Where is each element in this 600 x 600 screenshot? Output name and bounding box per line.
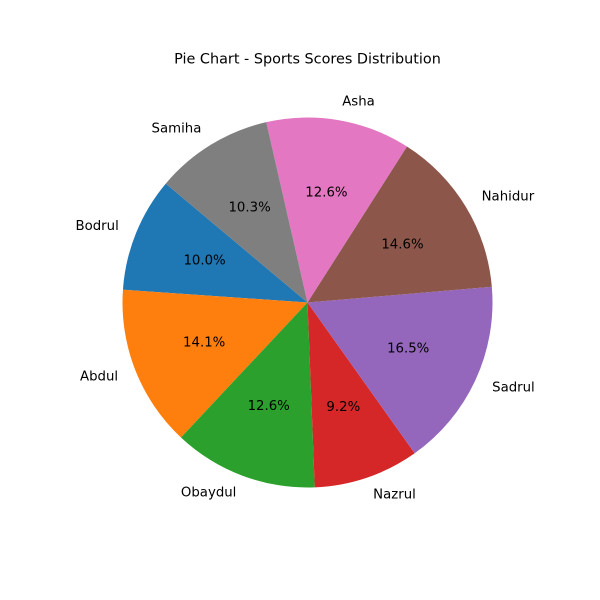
pie-slice-label: Nahidur	[482, 190, 535, 205]
pie-percent-label: 9.2%	[326, 400, 360, 415]
pie-slice-samiha	[165, 122, 308, 303]
pie-slice-sadrul	[307, 286, 493, 454]
pie-slice-label: Obaydul	[181, 486, 237, 501]
pie-percent-label: 12.6%	[248, 399, 290, 414]
pie-slice-label: Samiha	[152, 121, 202, 136]
pie-slice-label: Nazrul	[373, 488, 416, 503]
pie-labels: 10.0% Bodrul 14.1% Abdul 12.6% Obaydul 9.2% Naz…	[75, 94, 534, 502]
chart-title: Pie Chart - Sports Scores Distribution	[174, 52, 441, 68]
pie-slice-nahidur	[307, 146, 492, 303]
pie-percent-label: 14.6%	[381, 238, 423, 253]
pie-slice-asha	[266, 117, 407, 303]
pie-percent-label: 12.6%	[305, 186, 347, 201]
pie-slice-label: Bodrul	[75, 219, 118, 234]
pie-percent-label: 10.0%	[183, 253, 225, 268]
pie-slice-label: Abdul	[80, 369, 118, 384]
pie-slice-bodrul	[122, 183, 308, 303]
pie-slice-nazrul	[307, 302, 415, 488]
pie-slice-abdul	[122, 289, 308, 438]
pie-percent-label: 16.5%	[387, 342, 429, 357]
pie-slice-obaydul	[180, 302, 315, 488]
pie-slices	[122, 117, 493, 488]
pie-slice-label: Asha	[342, 94, 375, 109]
pie-percent-label: 14.1%	[183, 336, 225, 351]
pie-slice-label: Sadrul	[492, 381, 535, 396]
pie-percent-label: 10.3%	[228, 200, 270, 215]
